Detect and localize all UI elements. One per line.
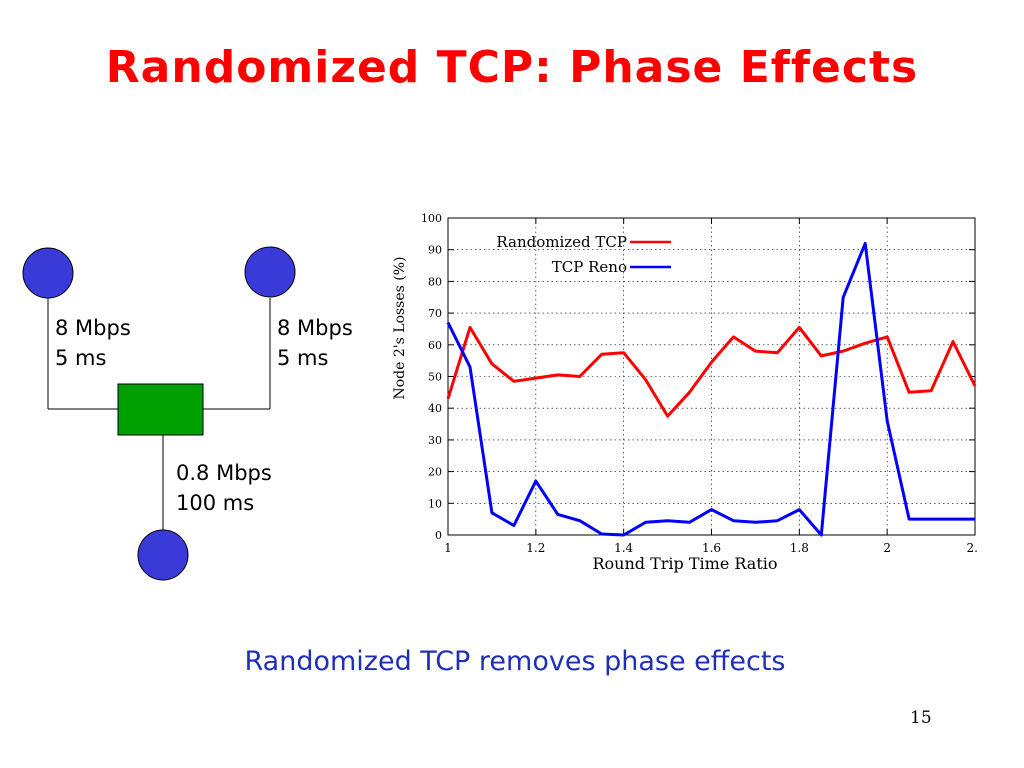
y-tick-label: 80: [428, 275, 442, 288]
bottleneck-link-bandwidth: 0.8 Mbps: [176, 461, 272, 485]
x-tick-label: 1.2: [526, 541, 545, 555]
y-tick-label: 30: [428, 434, 442, 447]
y-tick-label: 10: [428, 497, 442, 510]
x-tick-label: 1.6: [702, 541, 721, 555]
left-link-label: 8 Mbps 5 ms: [55, 313, 131, 373]
slide-title: Randomized TCP: Phase Effects: [105, 42, 919, 93]
source-node-right: [244, 246, 296, 298]
y-tick-label: 0: [435, 529, 442, 542]
right-link-label: 8 Mbps 5 ms: [277, 313, 353, 373]
router-box: [117, 383, 204, 436]
network-topology-diagram: [22, 246, 296, 581]
axis-layer: 0 10 20 30 40 50 60 70 80 90 100 1 1.2 1.4 1.6 1.8 2 2.: [421, 212, 978, 555]
x-tick-label: 1: [444, 541, 452, 555]
bottleneck-link-delay: 100 ms: [176, 491, 255, 515]
y-tick-label: 90: [428, 244, 442, 257]
right-link-delay: 5 ms: [277, 346, 329, 370]
x-tick-label: 2.: [967, 541, 978, 555]
left-link-delay: 5 ms: [55, 346, 107, 370]
left-link-bandwidth: 8 Mbps: [55, 316, 131, 340]
x-tick-label: 2: [883, 541, 891, 555]
y-tick-label: 70: [428, 307, 442, 320]
y-tick-label: 20: [428, 466, 442, 479]
slide-caption: Randomized TCP removes phase effects: [244, 646, 786, 677]
source-node-left: [22, 247, 74, 299]
sink-node: [137, 529, 189, 581]
y-axis-label: Node 2's Losses (%): [392, 256, 408, 399]
legend: Randomized TCP TCP Reno: [496, 233, 671, 276]
legend-label-randomized-tcp: Randomized TCP: [496, 233, 627, 251]
x-tick-label: 1.8: [790, 541, 809, 555]
series-layer: [446, 241, 977, 537]
right-link-bandwidth: 8 Mbps: [277, 316, 353, 340]
y-tick-label: 100: [421, 212, 442, 225]
bottleneck-link-label: 0.8 Mbps 100 ms: [176, 458, 272, 518]
x-tick-label: 1.4: [614, 541, 633, 555]
y-tick-label: 40: [428, 402, 442, 415]
tcp-reno-series-line: [446, 241, 975, 537]
x-axis-label: Round Trip Time Ratio: [592, 554, 777, 573]
page-number: 15: [910, 708, 932, 728]
loss-line-chart: 0 10 20 30 40 50 60 70 80 90 100 1 1.2 1.4 1.6 1.8 2 2. R…: [392, 212, 978, 573]
grid-layer: [448, 218, 975, 535]
y-tick-label: 60: [428, 339, 442, 352]
y-tick-label: 50: [428, 371, 442, 384]
randomized-tcp-series-line: [446, 325, 977, 418]
legend-label-tcp-reno: TCP Reno: [552, 258, 627, 276]
